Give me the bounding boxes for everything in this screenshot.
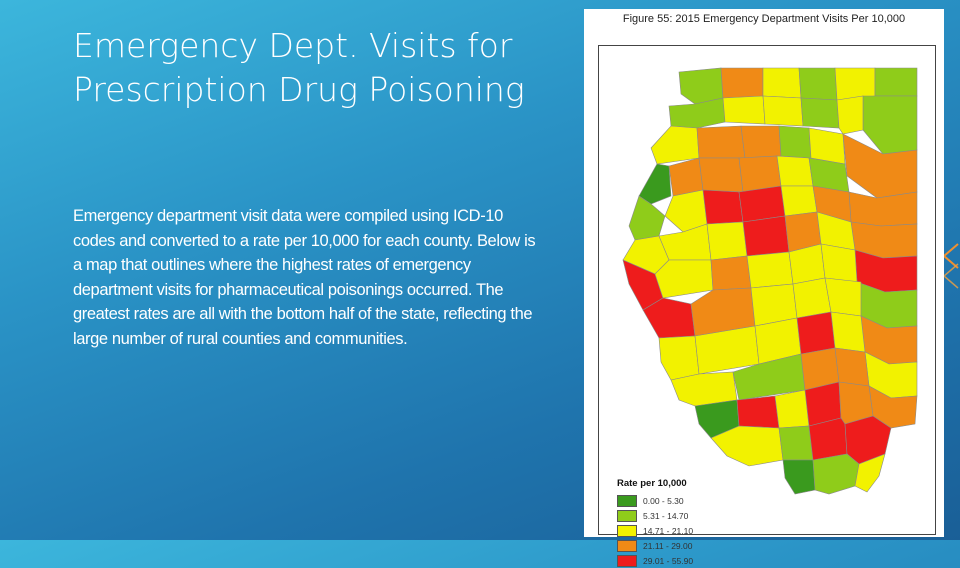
map-legend: Rate per 10,000 0.00 - 5.30 5.31 - 14.70… — [617, 478, 727, 568]
map-frame: Rate per 10,000 0.00 - 5.30 5.31 - 14.70… — [598, 45, 936, 567]
county-region — [742, 215, 790, 257]
county-region — [834, 67, 876, 101]
county-region — [698, 157, 744, 193]
county-region — [678, 67, 724, 105]
county-region — [808, 417, 848, 461]
county-region — [874, 67, 918, 97]
county-region — [696, 125, 746, 159]
county-region — [722, 95, 766, 125]
legend-swatch — [617, 509, 637, 522]
county-region — [638, 163, 672, 205]
county-region — [782, 459, 816, 495]
legend-swatch — [617, 539, 637, 552]
legend-label: 21.11 - 29.00 — [643, 540, 693, 551]
county-region — [710, 255, 752, 291]
county-region — [796, 311, 836, 355]
legend-row: 5.31 - 14.70 — [617, 508, 727, 523]
county-region — [702, 189, 744, 225]
county-region — [774, 389, 810, 429]
legend-label: 14.71 - 21.10 — [643, 525, 694, 536]
county-region — [780, 185, 818, 217]
county-region — [628, 195, 666, 241]
county-region — [776, 155, 814, 187]
slide-body-text: Emergency department visit data were com… — [73, 207, 536, 348]
county-region — [762, 67, 802, 99]
decorative-chevrons — [942, 243, 959, 289]
legend-label: 29.01 - 55.90 — [643, 555, 694, 566]
county-region — [736, 395, 780, 429]
illinois-county-map — [622, 67, 918, 495]
county-region — [820, 243, 858, 283]
slide-title: Emergency Dept. Visits for Prescription … — [73, 26, 525, 109]
legend-row: 14.71 - 21.10 — [617, 523, 727, 538]
county-region — [824, 277, 862, 317]
legend-row: 0.00 - 5.30 — [617, 493, 727, 508]
county-region — [800, 97, 840, 129]
county-region — [778, 425, 814, 461]
county-region — [654, 259, 714, 299]
legend-row: 21.11 - 29.00 — [617, 538, 727, 553]
county-region — [848, 191, 918, 227]
county-region — [720, 67, 764, 99]
county-region — [862, 95, 918, 155]
legend-swatch — [617, 494, 637, 507]
county-region — [706, 221, 748, 261]
county-region — [812, 453, 860, 495]
county-region — [798, 67, 838, 101]
county-region — [738, 185, 786, 223]
county-region — [746, 251, 794, 289]
county-region — [762, 95, 804, 127]
county-region — [854, 453, 886, 493]
county-region — [740, 125, 782, 159]
county-region — [778, 125, 812, 159]
legend-swatch — [617, 554, 637, 567]
county-region — [836, 95, 864, 135]
legend-label: 0.00 - 5.30 — [643, 495, 684, 506]
legend-swatch — [617, 524, 637, 537]
county-region — [830, 311, 866, 353]
map-caption: Figure 55: 2015 Emergency Department Vis… — [622, 13, 906, 25]
legend-label: 5.31 - 14.70 — [643, 510, 689, 521]
county-region — [650, 125, 700, 165]
legend-title: Rate per 10,000 — [617, 478, 687, 489]
county-region — [658, 335, 700, 381]
map-panel: Figure 55: 2015 Emergency Department Vis… — [584, 9, 944, 567]
county-region — [668, 157, 704, 197]
county-region — [834, 347, 870, 387]
legend-row: 29.01 - 55.90 — [617, 553, 727, 568]
county-region — [664, 189, 708, 233]
county-region — [792, 277, 832, 319]
